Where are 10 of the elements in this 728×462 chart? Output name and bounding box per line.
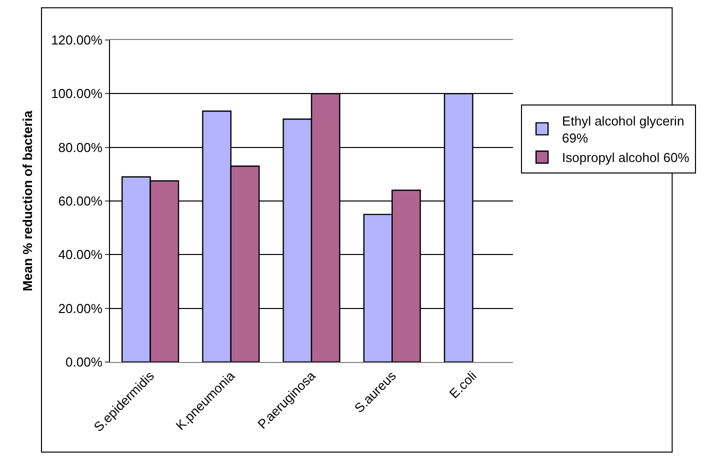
y-tick-label: 80.00% [58,140,103,155]
legend-label: Ethyl alcohol glycerin 69% [562,113,684,146]
y-tick-label: 100.00% [51,86,103,102]
y-tick-label: 60.00% [58,194,103,209]
y-tick-label: 40.00% [58,247,103,262]
y-axis-title: Mean % reduction of bacteria [20,110,36,292]
y-tick-label: 0.00% [66,354,103,370]
y-tick-label: 20.00% [58,300,103,316]
y-tick-label: 120.00% [51,32,103,48]
legend-label: Isopropyl alcohol 60% [562,150,690,166]
